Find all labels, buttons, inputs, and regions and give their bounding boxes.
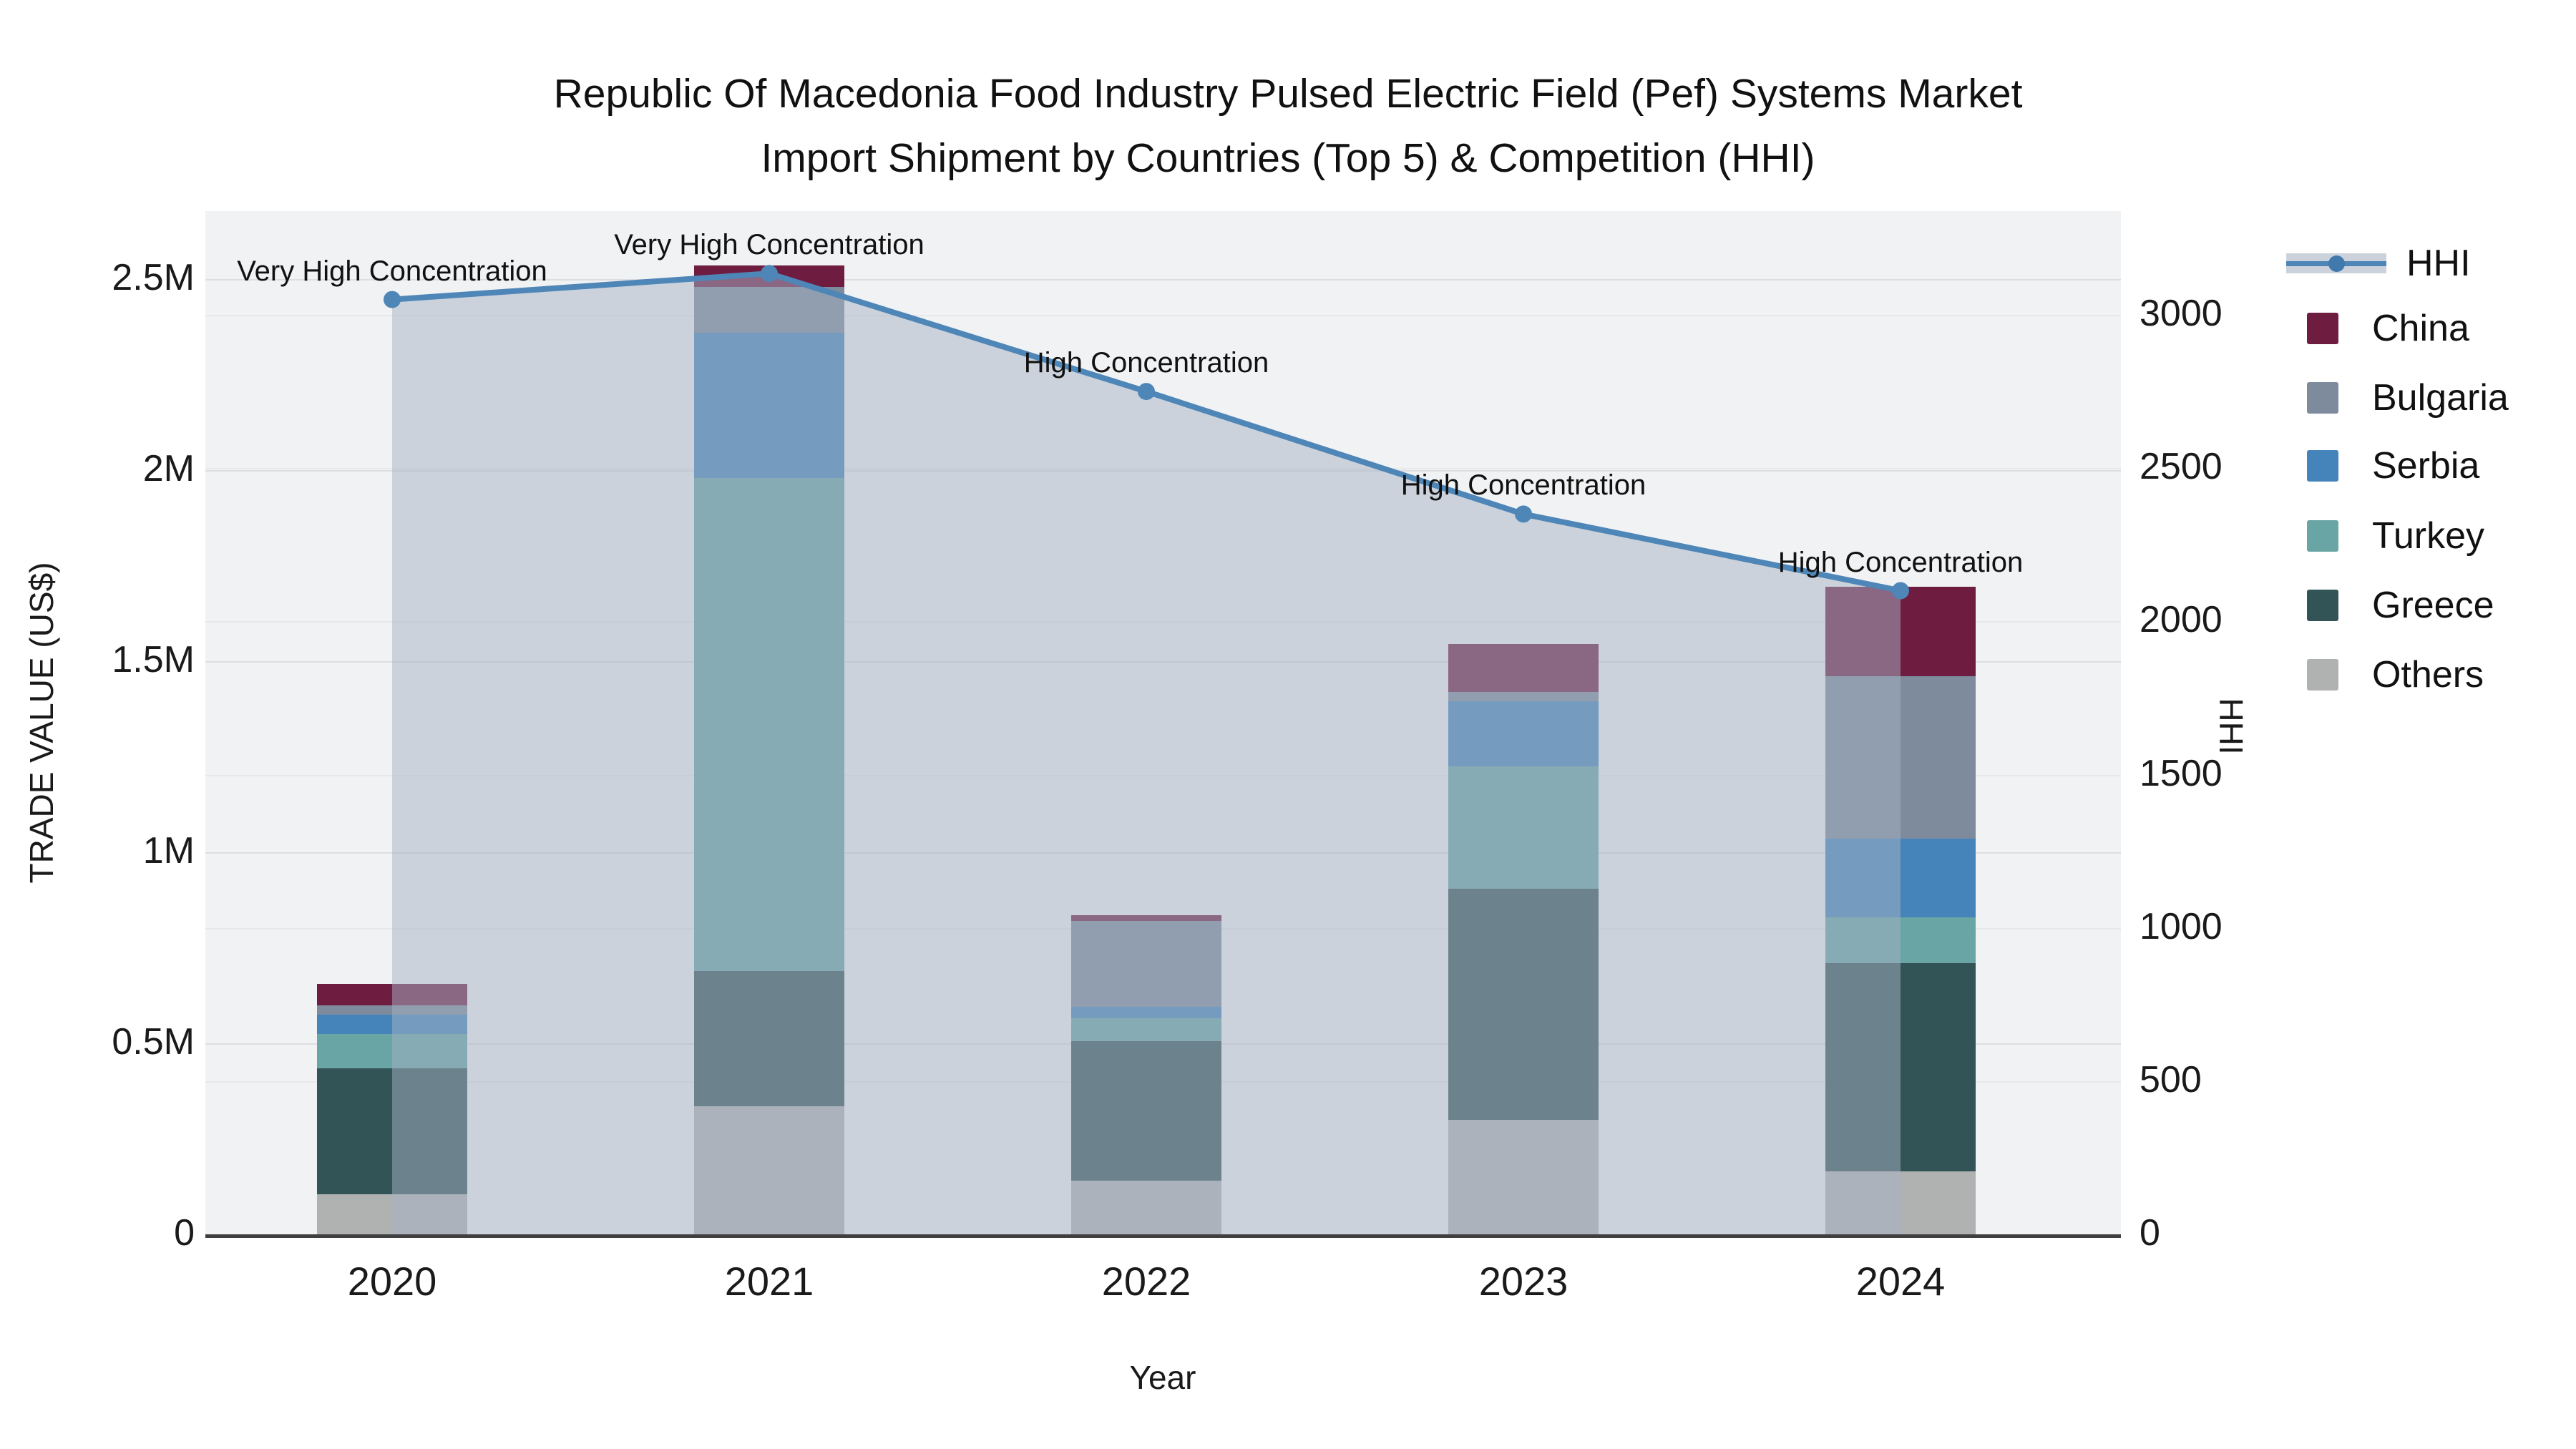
x-tick-label: 2022 — [1101, 1259, 1191, 1304]
chart-title-line-2: Import Shipment by Countries (Top 5) & C… — [761, 135, 1815, 181]
bar-segment-china-2024 — [1825, 586, 1976, 677]
bar-segment-serbia-2023 — [1448, 701, 1599, 766]
legend-item-others[interactable]: Others — [2286, 653, 2484, 696]
legend-label-serbia: Serbia — [2372, 445, 2480, 487]
legend-item-turkey[interactable]: Turkey — [2286, 514, 2484, 557]
bar-segment-greece-2022 — [1071, 1041, 1221, 1181]
y2-tick-label: 0 — [2140, 1212, 2160, 1254]
x-axis-line — [205, 1234, 2121, 1238]
y2-axis-title: HHI — [2212, 698, 2250, 755]
hhi-annotation: Very High Concentration — [237, 255, 547, 287]
legend-label-turkey: Turkey — [2372, 515, 2484, 557]
y-tick-label: 2M — [142, 448, 195, 489]
bar-segment-turkey-2023 — [1448, 766, 1599, 889]
x-tick-label: 2021 — [724, 1259, 814, 1304]
hhi-annotation: High Concentration — [1400, 469, 1646, 501]
legend-label-hhi: HHI — [2406, 243, 2471, 284]
bar-segment-turkey-2022 — [1071, 1018, 1221, 1042]
bar-segment-others-2023 — [1448, 1119, 1599, 1234]
bar-segment-turkey-2020 — [317, 1033, 467, 1068]
bar-segment-others-2022 — [1071, 1181, 1221, 1234]
chart-title-line-1: Republic Of Macedonia Food Industry Puls… — [553, 71, 2023, 117]
hhi-annotation: High Concentration — [1023, 347, 1269, 379]
bar-segment-bulgaria-2024 — [1825, 676, 1976, 839]
hhi-line-legend-sample — [2286, 253, 2386, 273]
bar-segment-others-2021 — [694, 1106, 844, 1234]
bar-segment-greece-2020 — [317, 1068, 467, 1194]
y-tick-label: 1M — [142, 830, 195, 872]
hhi-annotation: Very High Concentration — [614, 229, 924, 260]
y2-tick-label: 1500 — [2140, 753, 2223, 794]
legend-item-bulgaria[interactable]: Bulgaria — [2286, 376, 2509, 419]
legend-label-greece: Greece — [2372, 585, 2494, 626]
legend-swatch-serbia — [2307, 450, 2338, 482]
bar-segment-turkey-2024 — [1825, 917, 1976, 963]
bar-segment-greece-2021 — [694, 970, 844, 1107]
y-tick-label: 2.5M — [112, 257, 195, 298]
gridline-secondary — [205, 468, 2121, 469]
hhi-annotation: High Concentration — [1777, 547, 2024, 578]
bar-segment-serbia-2021 — [694, 332, 844, 478]
bar-segment-china-2023 — [1448, 644, 1599, 692]
bar-segment-others-2024 — [1825, 1171, 1976, 1234]
y2-tick-label: 2000 — [2140, 599, 2223, 640]
x-tick-label: 2023 — [1478, 1259, 1568, 1304]
legend-swatch-turkey — [2307, 520, 2338, 552]
legend-item-china[interactable]: China — [2286, 307, 2469, 350]
y-tick-label: 1.5M — [112, 639, 195, 680]
bar-segment-bulgaria-2020 — [317, 1005, 467, 1015]
legend-item-serbia[interactable]: Serbia — [2286, 444, 2479, 487]
legend-label-china: China — [2372, 308, 2469, 349]
bar-segment-serbia-2024 — [1825, 839, 1976, 917]
legend-swatch-greece — [2307, 590, 2338, 621]
gridline-secondary — [205, 315, 2121, 316]
bar-segment-others-2020 — [317, 1194, 467, 1234]
legend-label-bulgaria: Bulgaria — [2372, 377, 2509, 419]
bar-segment-china-2022 — [1071, 915, 1221, 922]
y2-tick-label: 3000 — [2140, 293, 2223, 334]
bar-segment-china-2020 — [317, 984, 467, 1005]
x-axis-title: Year — [1129, 1359, 1196, 1396]
bar-segment-bulgaria-2021 — [694, 286, 844, 333]
y-axis-title: TRADE VALUE (US$) — [23, 562, 60, 884]
x-tick-label: 2020 — [347, 1259, 437, 1304]
x-tick-label: 2024 — [1855, 1259, 1946, 1304]
bar-segment-greece-2023 — [1448, 888, 1599, 1120]
bar-segment-bulgaria-2023 — [1448, 691, 1599, 701]
gridline — [205, 470, 2121, 472]
y2-tick-label: 500 — [2140, 1059, 2202, 1101]
legend-swatch-others — [2307, 659, 2338, 691]
bar-segment-greece-2024 — [1825, 962, 1976, 1171]
y-tick-label: 0 — [174, 1212, 195, 1254]
bar-segment-serbia-2022 — [1071, 1007, 1221, 1019]
y2-tick-label: 2500 — [2140, 446, 2223, 487]
bar-segment-serbia-2020 — [317, 1015, 467, 1034]
bar-segment-china-2021 — [694, 265, 844, 287]
y-tick-label: 0.5M — [112, 1021, 195, 1063]
legend-label-others: Others — [2372, 654, 2484, 696]
bar-segment-bulgaria-2022 — [1071, 921, 1221, 1008]
hhi-legend-marker — [2328, 255, 2345, 272]
legend-swatch-china — [2307, 313, 2338, 344]
legend-item-hhi[interactable]: HHI — [2286, 242, 2471, 285]
bar-segment-turkey-2021 — [694, 477, 844, 971]
legend-swatch-bulgaria — [2307, 382, 2338, 414]
y2-tick-label: 1000 — [2140, 906, 2223, 947]
legend-item-greece[interactable]: Greece — [2286, 584, 2494, 627]
